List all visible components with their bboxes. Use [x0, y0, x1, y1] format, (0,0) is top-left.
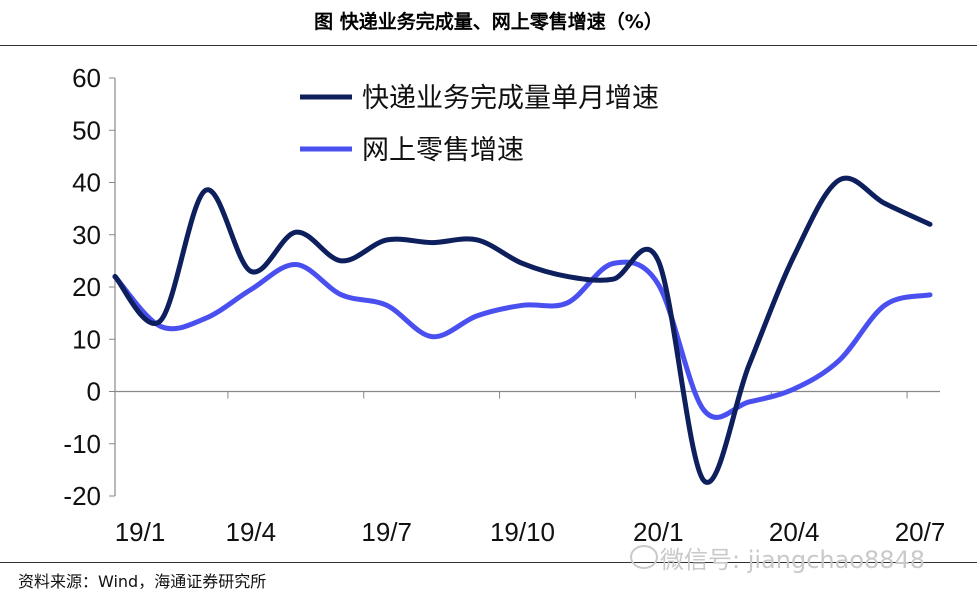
y-tick-label: 50	[72, 115, 101, 145]
y-tick-label: 0	[87, 377, 101, 407]
series-line-express-volume	[112, 175, 933, 485]
x-tick-label: 19/7	[361, 517, 412, 547]
y-tick-label: 20	[72, 272, 101, 302]
x-tick-label: 20/7	[895, 517, 946, 547]
x-tick-label: 19/1	[115, 517, 166, 547]
x-tick-label: 20/4	[769, 517, 820, 547]
y-tick-label: 60	[72, 63, 101, 93]
y-tick-label: 40	[72, 168, 101, 198]
y-tick-label: -20	[63, 481, 101, 511]
watermark: 微信号: jiangchao8848	[660, 546, 926, 574]
x-tick-label: 19/10	[490, 517, 555, 547]
y-tick-label: -10	[63, 429, 101, 459]
wechat-icon	[630, 545, 658, 569]
y-tick-label: 30	[72, 220, 101, 250]
line-chart: -20 -10 0 10 20 30 40 50 60 19/1 19/4 19/7 19/10 20/1…	[63, 63, 946, 547]
x-tick-label: 20/1	[633, 517, 684, 547]
legend-label-express-volume: 快递业务完成量单月增速	[362, 83, 659, 114]
legend-label-online-retail: 网上零售增速	[362, 135, 524, 166]
x-tick-label: 19/4	[226, 517, 277, 547]
figure-title: 图 快递业务完成量、网上零售增速（%）	[314, 11, 663, 33]
series-line-online-retail	[112, 259, 933, 420]
source-note: 资料来源：Wind，海通证券研究所	[18, 572, 267, 591]
y-tick-label: 10	[72, 324, 101, 354]
title-divider	[0, 45, 977, 46]
footer-divider	[0, 562, 977, 563]
